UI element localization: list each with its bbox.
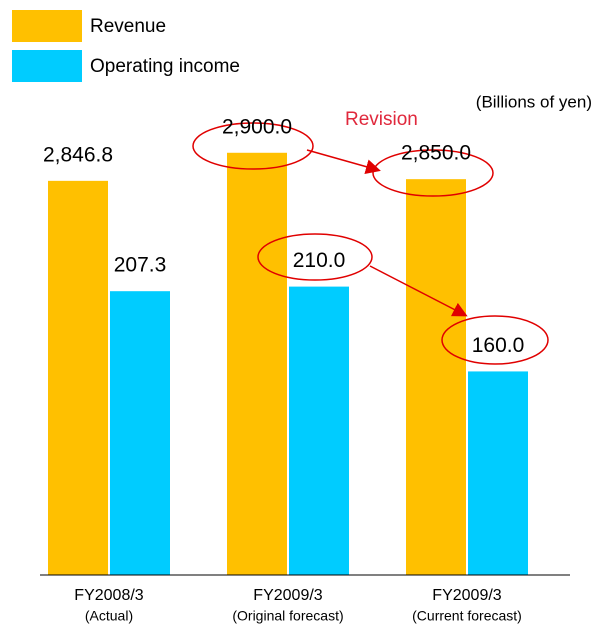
x-tick-label: FY2009/3 — [432, 587, 501, 604]
highlight-ellipse — [441, 315, 549, 365]
bar — [48, 180, 108, 575]
highlights — [192, 122, 549, 365]
bar — [468, 371, 528, 575]
arrow — [369, 265, 468, 317]
bar — [110, 291, 170, 575]
x-tick-note: (Current forecast) — [412, 608, 522, 624]
value-label: 2,846.8 — [43, 143, 113, 166]
highlight-ellipse — [192, 122, 314, 170]
value-label: 2,850.0 — [401, 142, 471, 165]
x-tick-label: FY2009/3 — [253, 587, 322, 604]
value-label: 207.3 — [114, 254, 167, 277]
x-tick-label: FY2008/3 — [74, 587, 143, 604]
x-tick-note: (Original forecast) — [232, 608, 343, 624]
value-label: 2,900.0 — [222, 115, 292, 138]
unit-note: (Billions of yen) — [476, 92, 592, 111]
value-label: 210.0 — [293, 249, 346, 272]
bar — [406, 179, 466, 575]
legend-swatch — [12, 10, 82, 42]
value-label: 160.0 — [472, 334, 525, 357]
x-tick-note: (Actual) — [85, 608, 133, 624]
bar — [227, 152, 287, 575]
legend-swatch — [12, 50, 82, 82]
legend-label: Revenue — [90, 16, 166, 37]
legend-label: Operating income — [90, 56, 240, 77]
highlight-ellipse — [257, 233, 373, 281]
arrow — [306, 149, 381, 174]
annotation: Revision — [345, 109, 418, 130]
bar — [289, 286, 349, 575]
